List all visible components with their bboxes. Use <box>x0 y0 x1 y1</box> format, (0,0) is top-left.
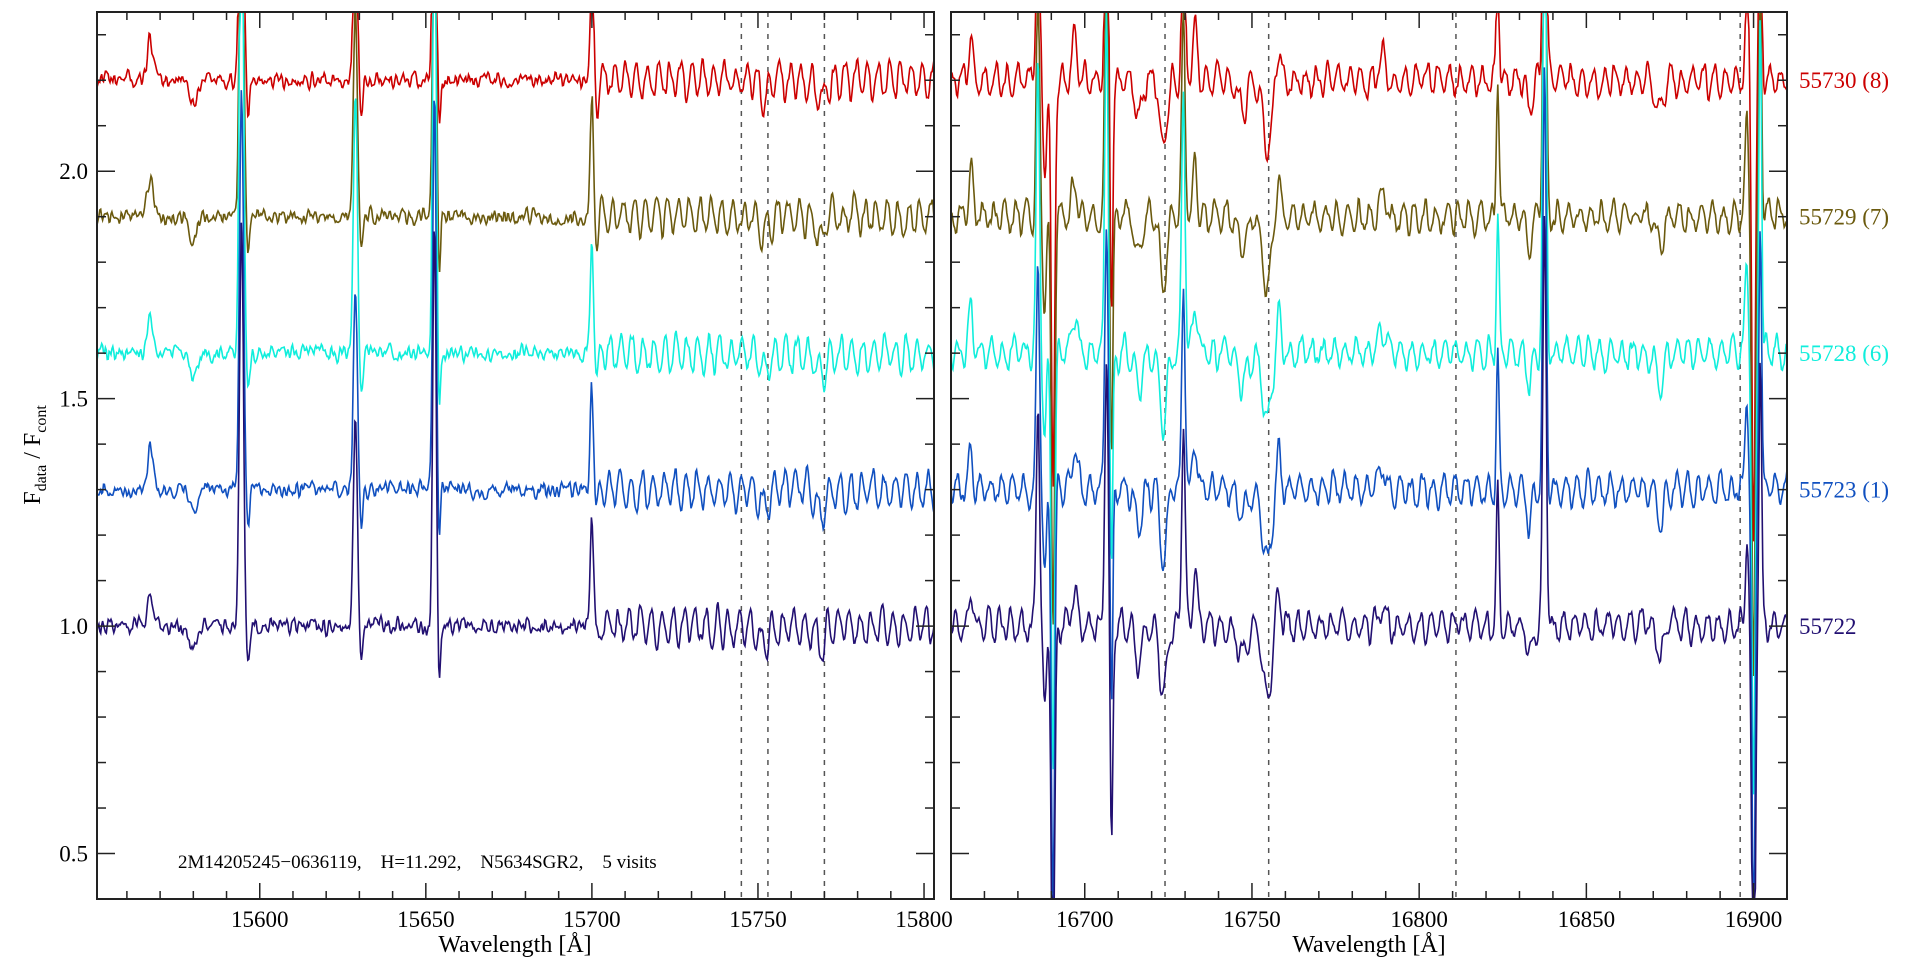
plot-frame-0 <box>96 11 935 900</box>
spectrum-line-55730 <box>951 12 1787 542</box>
x-tick-label: 15600 <box>231 907 289 932</box>
spectra-group-1 <box>951 12 1787 899</box>
y-tick-label: 0.5 <box>59 842 88 867</box>
x-axis-label-left: Wavelength [Å] <box>438 932 591 958</box>
x-tick-label: 15700 <box>563 907 621 932</box>
series-label: 55722 <box>1799 614 1857 639</box>
y-axis-label-sub1: data <box>33 465 50 492</box>
x-tick-label: 16900 <box>1725 907 1783 932</box>
x-tick-label: 16800 <box>1390 907 1448 932</box>
spectrum-line-55722 <box>951 215 1787 899</box>
y-tick-label: 1.5 <box>59 387 88 412</box>
x-tick-label: 15650 <box>397 907 455 932</box>
series-label: 55728 (6) <box>1799 341 1889 366</box>
spectrum-line-55723 <box>951 67 1787 899</box>
spectrum-line-55729 <box>951 12 1787 677</box>
y-tick-label: 1.0 <box>59 614 88 639</box>
y-axis-label-main: F <box>20 491 46 504</box>
spectrum-line-55728 <box>97 12 934 405</box>
x-tick-label: 15800 <box>895 907 953 932</box>
series-label: 55730 (8) <box>1799 68 1889 93</box>
series-label: 55729 (7) <box>1799 205 1889 230</box>
spectrum-line-55722 <box>97 222 934 678</box>
x-tick-label: 15750 <box>729 907 787 932</box>
y-axis-label-sep: / F <box>20 433 46 465</box>
series-label: 55723 (1) <box>1799 478 1889 503</box>
spectra-group-0 <box>97 12 934 678</box>
x-tick-label: 16700 <box>1056 907 1114 932</box>
y-tick-label: 2.0 <box>59 159 88 184</box>
spectrum-line-55723 <box>97 90 934 535</box>
spectrum-line-55729 <box>97 12 934 273</box>
y-axis-label: Fdata / Fcont <box>20 405 50 505</box>
x-tick-label: 16850 <box>1558 907 1616 932</box>
annotation-text: 2M14205245−0636119, H=11.292, N5634SGR2,… <box>178 852 657 873</box>
spectrum-line-55730 <box>97 12 934 124</box>
x-tick-label: 16750 <box>1223 907 1281 932</box>
spectrum-line-55728 <box>951 12 1787 795</box>
x-axis-label-right: Wavelength [Å] <box>1292 932 1445 958</box>
y-axis-label-sub2: cont <box>33 405 50 433</box>
plot-frame-1 <box>950 11 1788 900</box>
